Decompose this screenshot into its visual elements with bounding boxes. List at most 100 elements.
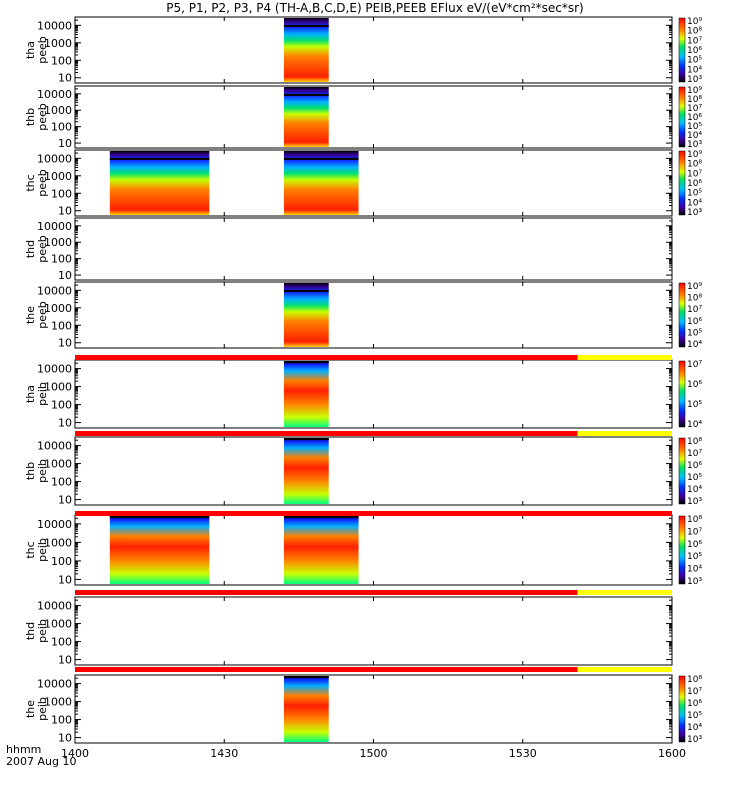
x-tick-label: 1400 <box>61 747 89 760</box>
colorbar-tick-label: 10⁵ <box>687 473 702 483</box>
y-tick-label: 10000 <box>37 363 72 376</box>
colorbar-tick-label: 10⁵ <box>687 552 702 562</box>
spectrogram-segment <box>283 283 329 347</box>
y-tick-label: 100 <box>51 555 72 568</box>
status-bar-red <box>75 667 578 672</box>
status-bar-red <box>75 511 672 516</box>
y-tick-label: 10000 <box>37 88 72 101</box>
colorbar-tick-label: 10³ <box>687 208 702 218</box>
spectrogram-segment <box>283 151 359 215</box>
status-bar-yellow <box>577 667 672 672</box>
panel-label-probe: thc <box>24 541 37 558</box>
y-tick-label: 10 <box>58 494 72 507</box>
y-tick-label: 10 <box>58 337 72 350</box>
spectrogram-segment <box>109 151 210 215</box>
colorbar-tick-label: 10⁶ <box>687 540 702 550</box>
status-bar-yellow <box>577 355 672 360</box>
panel-label-product: peeb <box>36 301 49 329</box>
y-tick-label: 10 <box>58 732 72 745</box>
colorbar-tick-label: 10⁸ <box>687 294 702 304</box>
y-tick-label: 10000 <box>37 678 72 691</box>
y-tick-label: 10000 <box>37 220 72 233</box>
colorbar-tick-label: 10⁷ <box>687 36 702 46</box>
x-tick-label: 1500 <box>360 747 388 760</box>
time-axis-label: hhmm <box>6 743 42 756</box>
colorbar-tick-label: 10⁹ <box>687 150 702 160</box>
status-bar-yellow <box>577 431 672 436</box>
y-tick-label: 100 <box>51 121 72 134</box>
y-tick-label: 10 <box>58 72 72 85</box>
colorbar-tick-label: 10⁵ <box>687 328 702 338</box>
colorbar <box>678 150 686 216</box>
x-tick-label: 1430 <box>210 747 238 760</box>
y-tick-label: 10000 <box>37 600 72 613</box>
panel-label-probe: thb <box>24 462 37 480</box>
colorbar-tick-label: 10³ <box>687 735 702 745</box>
panel-label-product: peib <box>36 697 49 721</box>
colorbar <box>678 360 686 428</box>
colorbar-tick-label: 10⁸ <box>687 515 702 525</box>
y-tick-label: 1000 <box>44 381 72 394</box>
panel-frame <box>74 16 673 84</box>
panel-label-product: peib <box>36 538 49 562</box>
y-tick-label: 1000 <box>44 618 72 631</box>
colorbar <box>678 437 686 505</box>
colorbar-tick-label: 10⁹ <box>687 282 702 292</box>
colorbar-tick-label: 10⁵ <box>687 711 702 721</box>
spectrogram-segment <box>283 18 329 82</box>
spectrogram-segment <box>283 516 359 584</box>
spectrogram-segment <box>283 438 329 504</box>
spectrogram-band <box>283 290 329 292</box>
y-tick-label: 10 <box>58 137 72 150</box>
colorbar-tick-label: 10⁷ <box>687 360 702 370</box>
panel-label-product: peeb <box>36 36 49 64</box>
spectrogram-segment <box>283 87 329 147</box>
panel-label-probe: thc <box>24 174 37 191</box>
spectrogram-band <box>109 516 210 518</box>
y-tick-label: 10 <box>58 205 72 218</box>
colorbar-tick-label: 10⁴ <box>687 340 702 350</box>
y-tick-label: 100 <box>51 54 72 67</box>
colorbar-tick-label: 10⁵ <box>687 122 702 132</box>
colorbar-tick-label: 10³ <box>687 75 702 85</box>
status-bar-yellow <box>577 590 672 595</box>
y-tick-label: 100 <box>51 253 72 266</box>
colorbar-tick-label: 10⁴ <box>687 723 702 733</box>
spectrogram-band <box>283 158 359 160</box>
spectrogram-band <box>283 361 329 363</box>
y-tick-label: 10000 <box>37 284 72 297</box>
colorbar-tick-label: 10⁵ <box>687 400 702 410</box>
panel-frame <box>74 281 673 349</box>
colorbar-tick-label: 10⁴ <box>687 485 702 495</box>
y-tick-label: 1000 <box>44 696 72 709</box>
colorbar-tick-label: 10⁹ <box>687 86 702 96</box>
y-tick-label: 10000 <box>37 440 72 453</box>
y-tick-label: 1000 <box>44 302 72 315</box>
colorbar-tick-label: 10³ <box>687 140 702 150</box>
spectrogram-band <box>283 25 329 27</box>
panel-frame <box>74 596 673 666</box>
spectrogram-segment <box>283 676 329 742</box>
y-tick-label: 1000 <box>44 104 72 117</box>
y-tick-label: 10 <box>58 417 72 430</box>
colorbar-tick-label: 10⁴ <box>687 65 702 75</box>
panel-frame <box>74 674 673 744</box>
y-tick-label: 10000 <box>37 19 72 32</box>
colorbar-tick-label: 10⁵ <box>687 56 702 66</box>
colorbar-tick-label: 10⁶ <box>687 380 702 390</box>
spectrogram-band <box>283 516 359 518</box>
y-tick-label: 100 <box>51 476 72 489</box>
panel-label-probe: tha <box>24 385 37 403</box>
spectrogram-segment <box>283 361 329 427</box>
y-tick-label: 1000 <box>44 37 72 50</box>
colorbar <box>678 515 686 585</box>
colorbar <box>678 17 686 83</box>
colorbar <box>678 675 686 743</box>
colorbar-tick-label: 10³ <box>687 497 702 507</box>
colorbar-tick-label: 10⁷ <box>687 305 702 315</box>
colorbar-tick-label: 10⁴ <box>687 131 702 141</box>
colorbar-tick-label: 10⁷ <box>687 687 702 697</box>
y-tick-label: 100 <box>51 187 72 200</box>
y-tick-label: 10 <box>58 654 72 667</box>
